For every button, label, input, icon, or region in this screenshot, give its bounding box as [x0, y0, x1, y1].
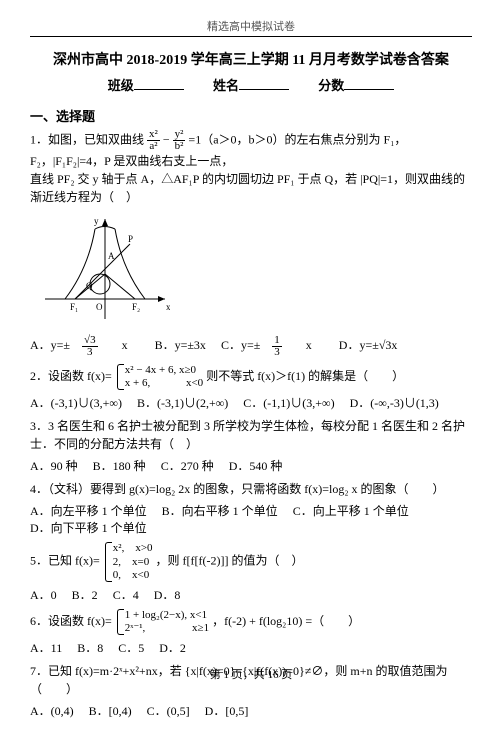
q1-C: C．y=±13x — [221, 338, 327, 352]
header-label: 精选高中模拟试卷 — [30, 18, 472, 34]
q2-D: D．(-∞,-3)∪(1,3) — [350, 396, 439, 410]
q6-B: B．8 — [77, 641, 103, 655]
svg-text:F₂: F₂ — [132, 302, 140, 312]
q7-options: A．(0,4) B．[0,4) C．(0,5] D．[0,5] — [30, 702, 472, 719]
q1-stem-c: 直线 PF₂ 交 y 轴于点 A，△AF₁P 的内切圆切边 PF₁ 于点 Q，若… — [30, 172, 465, 204]
q3-A: A．90 种 — [30, 459, 78, 473]
svg-text:Q: Q — [86, 281, 93, 291]
svg-text:P: P — [128, 234, 133, 244]
q1-A: A．y=±√33x — [30, 338, 143, 352]
svg-text:O: O — [96, 302, 103, 312]
q1-options: A．y=±√33x B．y=±3x C．y=±13x D．y=±√3x — [30, 335, 472, 358]
q1-figure: x y O F₁ F₂ A P Q — [40, 214, 170, 324]
svg-text:A: A — [108, 251, 115, 261]
question-2: 2．设函数 f(x)= x² − 4x + 6, x≥0 x + 6, x<0 … — [30, 364, 472, 390]
q3-C: C．270 种 — [161, 459, 214, 473]
q1-B: B．y=±3x — [155, 338, 206, 352]
question-6: 6．设函数 f(x)= 1 + log₂(2−x), x<1 2ˣ⁻¹, x≥1… — [30, 609, 472, 635]
q4-C: C．向上平移 1 个单位 — [293, 504, 409, 518]
q5-piecewise: x², x>0 2, x=0 0, x<0 — [103, 542, 153, 582]
section-1-heading: 一、选择题 — [30, 106, 472, 125]
q6-piecewise: 1 + log₂(2−x), x<1 2ˣ⁻¹, x≥1 — [115, 609, 209, 635]
q6-D: D．2 — [159, 641, 186, 655]
question-4: 4．（文科）要得到 g(x)=log₂ 2x 的图象，只需将函数 f(x)=lo… — [30, 480, 472, 498]
blank-score — [344, 78, 394, 90]
q2-options: A．(-3,1)∪(3,+∞) B．(-3,1)∪(2,+∞) C．(-1,1)… — [30, 394, 472, 411]
q1-D: D．y=±√3x — [339, 338, 398, 352]
q3-options: A．90 种 B．180 种 C．270 种 D．540 种 — [30, 457, 472, 474]
divider — [30, 36, 472, 37]
question-3: 3．3 名医生和 6 名护士被分配到 3 所学校为学生体检，每校分配 1 名医生… — [30, 417, 472, 453]
q7-D: D．[0,5] — [205, 704, 249, 718]
q2-piecewise: x² − 4x + 6, x≥0 x + 6, x<0 — [115, 364, 203, 390]
q7-B: B．[0,4) — [89, 704, 132, 718]
q6-stem-a: 6．设函数 f(x)= — [30, 614, 112, 628]
q1-stem-a: 1．如图，已知双曲线 — [30, 132, 144, 146]
label-name: 姓名 — [213, 78, 239, 93]
q3-D: D．540 种 — [229, 459, 283, 473]
q7-A: A．(0,4) — [30, 704, 74, 718]
q6-C: C．5 — [118, 641, 144, 655]
q4-options: A．向左平移 1 个单位 B．向右平移 1 个单位 C．向上平移 1 个单位 D… — [30, 502, 472, 536]
svg-text:F₁: F₁ — [70, 302, 78, 312]
q5-stem-b: ，则 f[f[f(-2)]] 的值为（ ） — [156, 554, 304, 568]
q7-C: C．(0,5] — [147, 704, 190, 718]
q5-stem-a: 5．已知 f(x)= — [30, 554, 100, 568]
blank-name — [239, 78, 289, 90]
q5-D: D．8 — [154, 588, 181, 602]
q3-B: B．180 种 — [93, 459, 146, 473]
q1-frac1: x²a² — [147, 129, 160, 152]
label-score: 分数 — [318, 78, 344, 93]
q4-B: B．向右平移 1 个单位 — [162, 504, 278, 518]
label-class: 班级 — [108, 78, 134, 93]
svg-text:y: y — [94, 216, 99, 226]
q2-stem-a: 2．设函数 f(x)= — [30, 369, 112, 383]
fill-row: 班级 姓名 分数 — [30, 75, 472, 94]
q2-A: A．(-3,1)∪(3,+∞) — [30, 396, 122, 410]
blank-class — [134, 78, 184, 90]
exam-title: 深州市高中 2018-2019 学年高三上学期 11 月月考数学试卷含答案 — [30, 49, 472, 69]
svg-text:x: x — [166, 302, 170, 312]
q5-A: A．0 — [30, 588, 57, 602]
q2-C: C．(-1,1)∪(3,+∞) — [243, 396, 334, 410]
q4-D: D．向下平移 1 个单位 — [30, 521, 147, 535]
question-5: 5．已知 f(x)= x², x>0 2, x=0 0, x<0 ，则 f[f[… — [30, 542, 472, 582]
q5-B: B．2 — [72, 588, 98, 602]
q6-A: A．11 — [30, 641, 62, 655]
q2-B: B．(-3,1)∪(2,+∞) — [137, 396, 228, 410]
page-footer: 第 1 页，共 16 页 — [0, 666, 502, 682]
q5-C: C．4 — [113, 588, 139, 602]
q2-stem-b: 则不等式 f(x)＞f(1) 的解集是（ ） — [206, 369, 404, 383]
q5-options: A．0 B．2 C．4 D．8 — [30, 586, 472, 603]
q1-frac2: y²b² — [173, 129, 186, 152]
q6-stem-b: ，f(-2) + f(log₂10) =（ ） — [212, 614, 360, 628]
q6-options: A．11 B．8 C．5 D．2 — [30, 639, 472, 656]
question-1: 1．如图，已知双曲线 x²a² − y²b² =1（a＞0，b＞0）的左右焦点分… — [30, 129, 472, 206]
q4-A: A．向左平移 1 个单位 — [30, 504, 147, 518]
